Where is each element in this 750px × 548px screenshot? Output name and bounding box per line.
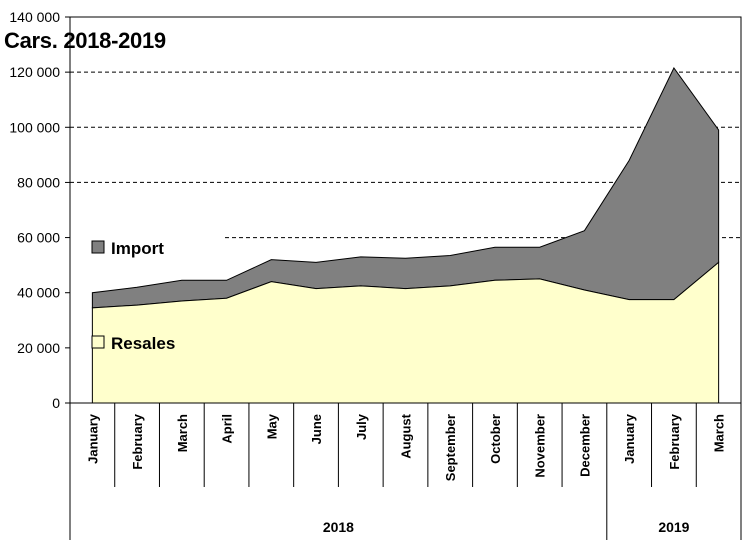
x-tick-label: March <box>712 414 727 452</box>
series-area-resales <box>91 261 720 404</box>
group-label: 2019 <box>658 519 689 535</box>
x-tick-label: October <box>488 414 503 464</box>
legend-swatch <box>91 335 105 349</box>
x-tick-label: September <box>443 414 458 481</box>
y-tick-label: 0 <box>52 395 60 411</box>
x-tick-label: December <box>577 414 592 477</box>
group-label: 2018 <box>323 519 354 535</box>
y-tick-label: 100 000 <box>9 119 60 135</box>
y-tick-label: 20 000 <box>17 340 60 356</box>
x-tick-label: November <box>533 414 548 478</box>
y-tick-label: 40 000 <box>17 285 60 301</box>
legend-swatch <box>91 240 105 254</box>
y-tick-label: 80 000 <box>17 174 60 190</box>
x-tick-label: March <box>175 414 190 452</box>
plot-frame <box>69 16 742 404</box>
x-tick-label: January <box>622 413 637 464</box>
legend-label: Resales <box>111 334 175 353</box>
x-tick-label: February <box>667 413 682 469</box>
series-area-import <box>91 67 720 309</box>
y-tick-label: 140 000 <box>9 9 60 25</box>
x-tick-label: June <box>309 414 324 444</box>
chart-title: Cars. 2018-2019 <box>4 28 166 53</box>
y-tick-label: 120 000 <box>9 64 60 80</box>
y-tick-label: 60 000 <box>17 230 60 246</box>
x-tick-label: August <box>399 413 414 458</box>
x-tick-label: February <box>130 413 145 469</box>
x-tick-label: January <box>85 413 100 464</box>
x-tick-label: July <box>354 413 369 440</box>
x-tick-label: May <box>264 413 279 439</box>
legend-label: Import <box>111 239 164 258</box>
x-tick-label: April <box>220 414 235 444</box>
